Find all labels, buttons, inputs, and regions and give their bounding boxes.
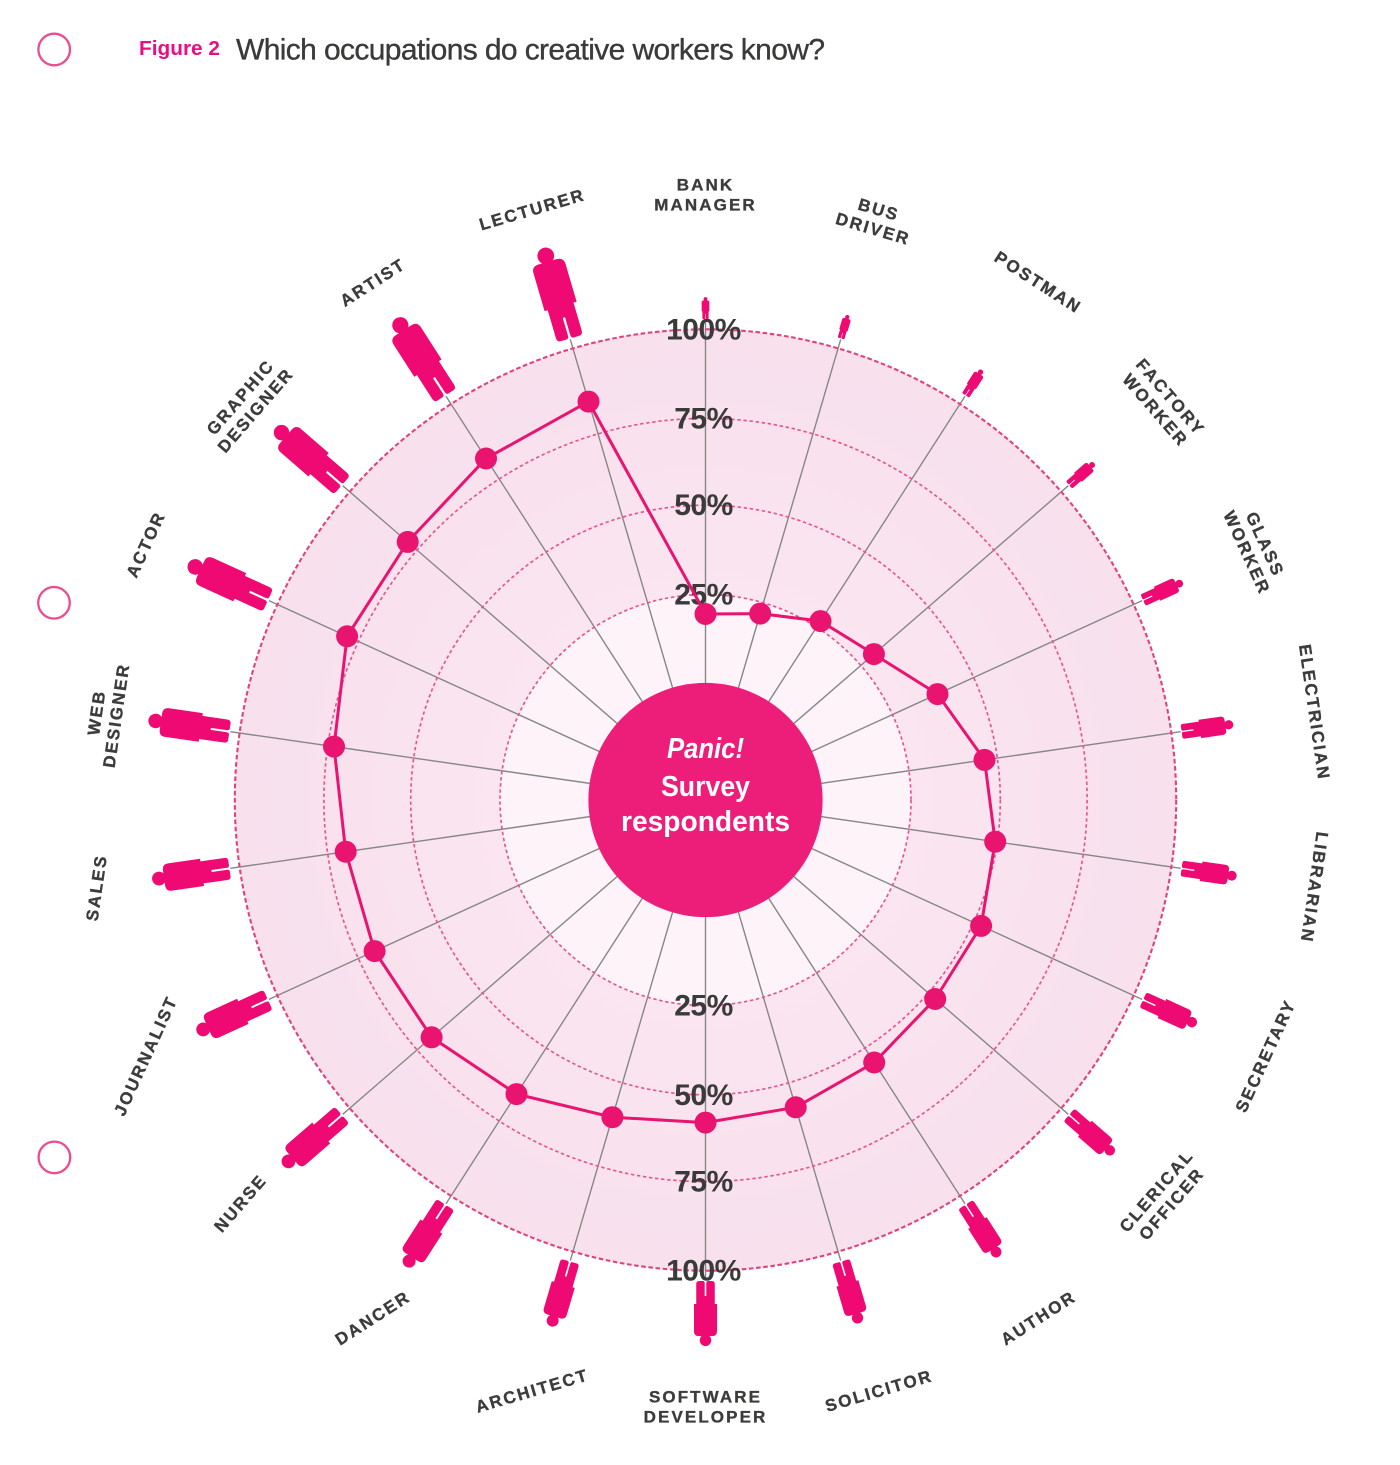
svg-text:Figure 2: Figure 2 [139, 38, 220, 60]
svg-text:75%: 75% [674, 1166, 733, 1199]
svg-text:respondents: respondents [621, 806, 790, 838]
svg-text:50%: 50% [674, 489, 733, 522]
svg-text:50%: 50% [674, 1079, 733, 1112]
svg-text:Survey: Survey [661, 771, 750, 803]
svg-text:25%: 25% [674, 990, 733, 1023]
svg-text:75%: 75% [674, 402, 733, 435]
svg-text:Which occupations do creative: Which occupations do creative workers kn… [236, 34, 825, 67]
svg-text:Panic!: Panic! [667, 733, 744, 765]
